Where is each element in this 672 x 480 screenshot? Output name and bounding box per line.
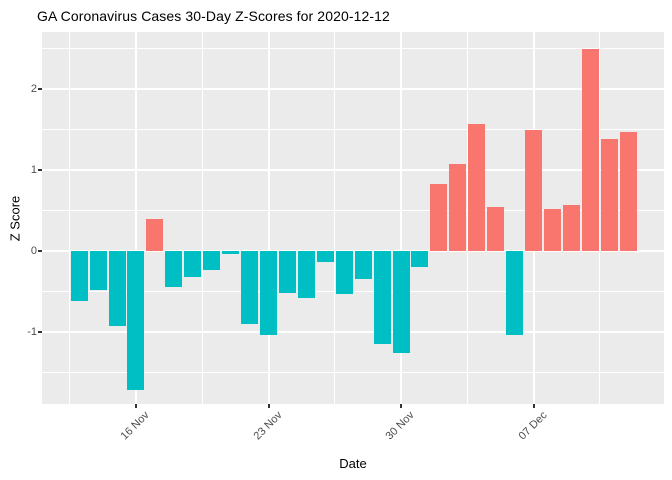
chart-panel [42,32,664,404]
gridline-major-vertical [134,32,137,404]
x-tick [134,404,137,408]
x-tick-label: 30 Nov [383,409,417,443]
gridline-minor-vertical [334,32,336,404]
bar [316,251,334,262]
gridline-minor-horizontal [42,210,664,211]
gridline-major-vertical [400,32,402,404]
bar [89,251,107,290]
bar [184,251,202,277]
bar [146,219,164,251]
gridline-minor-horizontal [42,48,664,49]
bar [468,123,486,251]
bar [373,251,391,345]
x-tick [400,404,402,408]
bar [260,251,277,336]
gridline-major-horizontal [42,88,664,90]
y-tick-label: 2 [30,82,37,95]
bar [222,251,240,255]
x-tick [532,404,535,408]
bar [165,251,183,287]
x-tick-label: 23 Nov [251,409,285,443]
bar [278,251,296,294]
y-axis-title: Z Score [7,195,23,241]
y-tick [38,169,42,171]
bar [241,251,259,324]
x-tick-label: 07 Dec [516,409,550,443]
bar [430,183,448,251]
gridline-minor-horizontal [42,129,664,130]
bar [354,251,372,279]
bar [127,251,145,390]
bar [335,251,353,294]
bar [562,204,580,251]
bar [411,251,429,268]
bar [70,251,88,302]
y-tick [38,88,42,90]
bar [525,129,543,251]
gridline-minor-vertical [466,32,468,404]
y-tick-label: 0 [30,244,37,257]
gridline-minor-vertical [599,32,601,404]
y-tick [38,250,42,252]
bar [506,251,524,336]
bar [203,251,221,270]
gridline-major-horizontal [42,331,664,333]
bar [543,208,561,251]
y-tick [38,331,42,333]
bar [581,48,599,251]
bar [487,207,505,251]
y-tick-label: -1 [27,325,37,338]
bar [449,163,467,251]
bar [297,251,315,298]
x-tick [267,404,270,408]
bar [600,139,618,251]
bar [392,251,410,354]
gridline-minor-horizontal [42,291,664,292]
gridline-minor-vertical [69,32,71,404]
bar [108,251,126,326]
gridline-minor-vertical [201,32,203,404]
bar [619,131,637,251]
x-tick-label: 16 Nov [118,409,152,443]
gridline-major-vertical [267,32,270,404]
gridline-major-horizontal [42,169,664,171]
gridline-minor-horizontal [42,372,664,373]
x-axis-title: Date [339,456,367,471]
chart-title: GA Coronavirus Cases 30-Day Z-Scores for… [37,8,390,24]
y-tick-label: 1 [30,163,37,176]
gridline-major-horizontal [42,250,664,252]
